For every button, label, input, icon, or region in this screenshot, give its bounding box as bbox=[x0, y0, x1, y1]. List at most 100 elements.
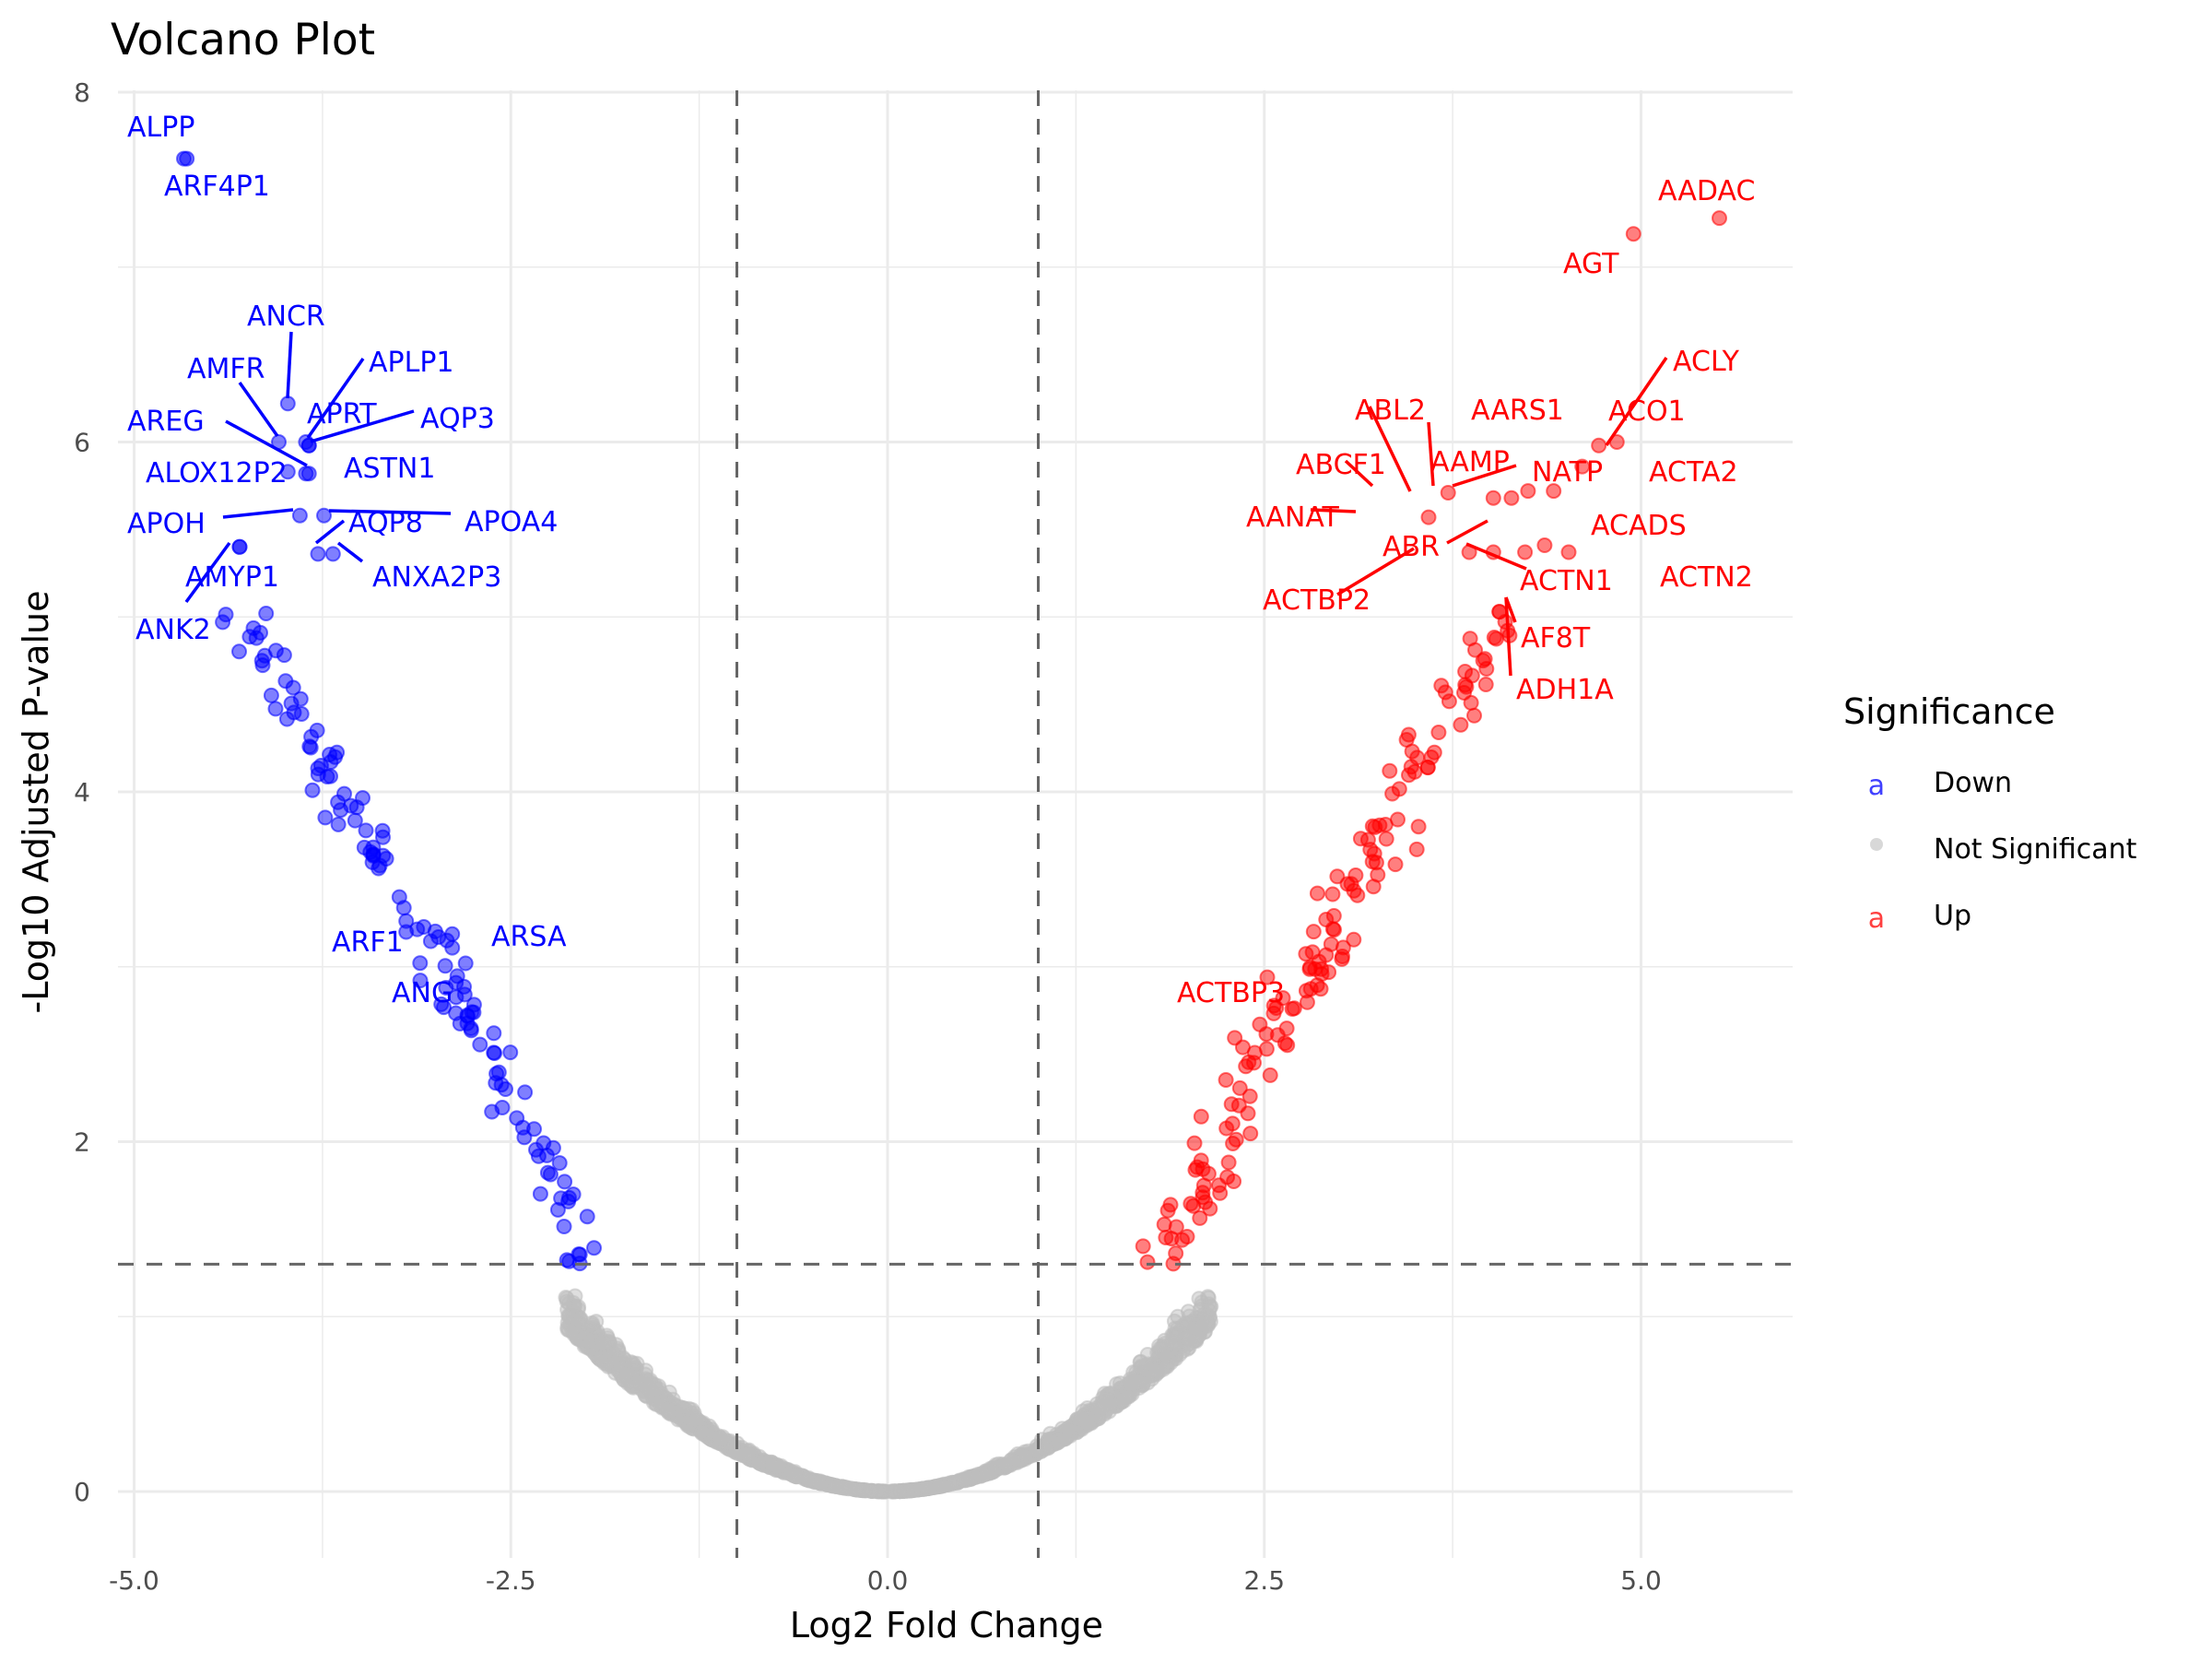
data-point-down bbox=[493, 1077, 510, 1093]
data-point-not-significant bbox=[849, 1481, 865, 1498]
data-point-up bbox=[1440, 485, 1456, 501]
x-tick-label: 2.5 bbox=[1243, 1565, 1285, 1596]
data-point-up bbox=[1346, 931, 1362, 948]
data-point-up bbox=[1546, 483, 1562, 500]
data-point-down bbox=[324, 546, 341, 562]
data-point-down bbox=[179, 150, 195, 167]
data-point-down bbox=[279, 464, 296, 480]
data-point-up bbox=[1309, 885, 1325, 902]
gene-label-aplp1: APLP1 bbox=[369, 347, 454, 379]
data-point-down bbox=[412, 955, 429, 972]
label-leader-line bbox=[1465, 542, 1527, 571]
data-point-up bbox=[1536, 537, 1553, 553]
data-point-up bbox=[1135, 1238, 1151, 1255]
data-point-down bbox=[292, 690, 309, 707]
label-leader-line bbox=[1336, 547, 1415, 596]
label-leader-line bbox=[184, 541, 231, 604]
data-point-up bbox=[1560, 544, 1577, 560]
gene-label-alpp: ALPP bbox=[127, 112, 194, 144]
data-point-down bbox=[285, 679, 301, 696]
data-point-not-significant bbox=[1201, 1303, 1218, 1319]
data-point-down bbox=[556, 1219, 572, 1234]
data-point-down bbox=[465, 1004, 482, 1020]
data-point-up bbox=[1462, 631, 1478, 647]
data-point-up bbox=[1491, 604, 1508, 620]
data-point-down bbox=[502, 1044, 519, 1061]
data-point-not-significant bbox=[689, 1411, 705, 1428]
data-point-not-significant bbox=[567, 1288, 583, 1304]
data-point-not-significant bbox=[712, 1430, 729, 1446]
data-point-up bbox=[1323, 936, 1339, 952]
data-point-down bbox=[514, 1119, 531, 1136]
data-point-up bbox=[1218, 1072, 1234, 1088]
data-point-down bbox=[231, 538, 248, 555]
gene-label-actn1: ACTN1 bbox=[1520, 565, 1613, 597]
data-point-down bbox=[559, 1252, 575, 1268]
data-point-down bbox=[398, 913, 415, 929]
data-point-up bbox=[1420, 509, 1437, 525]
x-tick-label: -2.5 bbox=[486, 1565, 536, 1596]
data-point-down bbox=[330, 816, 347, 832]
data-point-down bbox=[371, 860, 387, 877]
data-point-up bbox=[1225, 1136, 1241, 1151]
data-point-up bbox=[1187, 1162, 1204, 1178]
legend: Significance a Down Not Significant a Up bbox=[1843, 691, 2137, 935]
data-point-down bbox=[278, 711, 295, 727]
data-point-not-significant bbox=[624, 1378, 641, 1395]
legend-label-up: Up bbox=[1934, 900, 1971, 932]
data-point-up bbox=[1362, 842, 1379, 858]
x-tick-label: -5.0 bbox=[109, 1565, 159, 1596]
grid-lines bbox=[118, 90, 1793, 1558]
label-leader-line bbox=[222, 508, 294, 519]
data-point-down bbox=[358, 822, 374, 839]
data-point-down bbox=[472, 1036, 488, 1053]
data-point-down bbox=[530, 1148, 547, 1164]
data-point-up bbox=[1458, 678, 1475, 695]
legend-key-down-icon: a bbox=[1868, 770, 1885, 802]
data-point-down bbox=[374, 822, 391, 839]
data-point-down bbox=[333, 802, 349, 819]
gene-label-abl2: ABL2 bbox=[1355, 395, 1426, 427]
label-leader-line bbox=[306, 357, 365, 440]
label-leader-line bbox=[336, 541, 364, 563]
gene-label-alox12p2: ALOX12P2 bbox=[146, 457, 288, 489]
data-point-down bbox=[312, 758, 329, 773]
y-tick-label: 4 bbox=[74, 777, 90, 808]
data-point-down bbox=[348, 799, 365, 816]
gene-label-apoh: APOH bbox=[127, 508, 206, 540]
threshold-lines bbox=[118, 90, 1793, 1558]
data-point-up bbox=[1227, 1030, 1243, 1046]
label-leader-line bbox=[225, 419, 308, 467]
legend-key-up-icon: a bbox=[1868, 902, 1885, 935]
data-point-not-significant bbox=[786, 1468, 803, 1484]
data-point-not-significant bbox=[741, 1447, 758, 1464]
data-point-up bbox=[1277, 1035, 1293, 1052]
data-point-down bbox=[448, 1005, 465, 1021]
data-point-up bbox=[1158, 1230, 1174, 1245]
data-point-not-significant bbox=[1159, 1347, 1175, 1363]
data-point-up bbox=[1712, 210, 1727, 227]
data-point-up bbox=[1230, 1097, 1247, 1114]
data-point-up bbox=[1305, 924, 1322, 940]
data-point-up bbox=[1242, 1126, 1259, 1142]
legend-label-not-significant: Not Significant bbox=[1934, 833, 2137, 866]
data-point-up bbox=[1262, 1067, 1278, 1083]
data-point-not-significant bbox=[996, 1457, 1013, 1473]
data-point-up bbox=[1352, 831, 1369, 847]
gene-label-amyp1: AMYP1 bbox=[185, 561, 279, 594]
label-leader-line bbox=[328, 509, 452, 515]
data-point-up bbox=[1193, 1108, 1209, 1125]
data-point-down bbox=[412, 973, 429, 989]
data-point-not-significant bbox=[1062, 1421, 1078, 1438]
data-point-down bbox=[457, 955, 474, 972]
data-point-up bbox=[1485, 489, 1501, 506]
gene-label-actbp2: ACTBP2 bbox=[1263, 584, 1371, 617]
data-point-down bbox=[549, 1201, 566, 1218]
label-leader-line bbox=[1605, 357, 1668, 446]
data-point-not-significant bbox=[920, 1480, 936, 1496]
gene-label-acta2: ACTA2 bbox=[1649, 456, 1738, 489]
data-point-not-significant bbox=[1116, 1392, 1133, 1409]
data-point-down bbox=[542, 1166, 559, 1183]
gene-label-astn1: ASTN1 bbox=[344, 453, 435, 485]
